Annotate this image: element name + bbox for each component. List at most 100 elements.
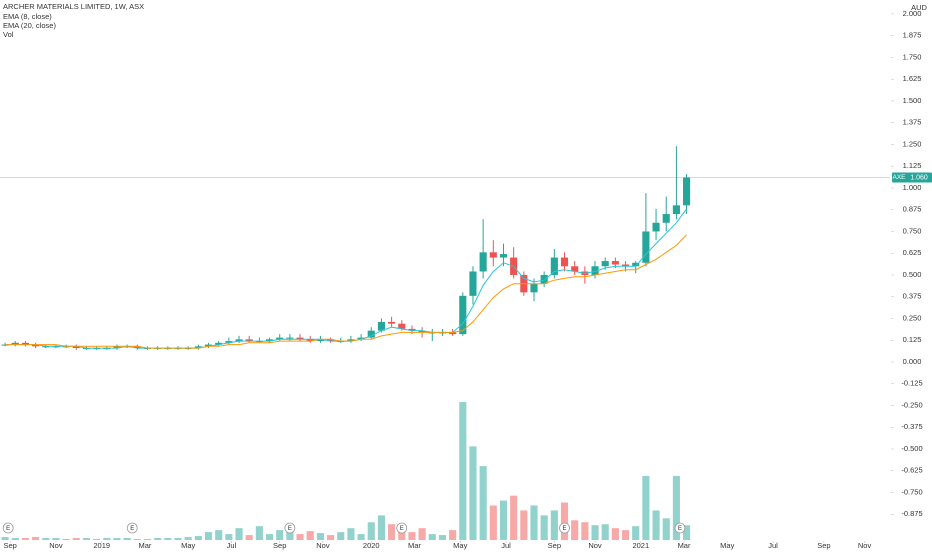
candle-body xyxy=(327,339,335,342)
last-price-badge xyxy=(892,172,932,183)
y-tick-label: 1.750 xyxy=(903,52,922,61)
y-tick-label: -0.625 xyxy=(901,466,922,475)
earnings-marker xyxy=(674,522,686,534)
candle-body xyxy=(52,346,60,348)
candle-body xyxy=(388,321,396,324)
volume-bar xyxy=(489,505,497,540)
y-tick-label: 1.000 xyxy=(903,183,922,192)
volume-bar xyxy=(164,538,172,540)
y-tick-label: 0.000 xyxy=(903,357,922,366)
last-price-label: 1.060 xyxy=(910,174,928,181)
volume-bar xyxy=(550,510,558,540)
candle-body xyxy=(306,339,314,342)
volume-bar xyxy=(581,522,589,540)
candle-body xyxy=(194,346,202,349)
y-tick-label: 1.375 xyxy=(903,118,922,127)
volume-bar xyxy=(123,538,131,540)
volume-bar xyxy=(560,502,569,540)
volume-bar xyxy=(215,530,223,540)
x-tick-label: May xyxy=(453,541,467,550)
legend-ema20: EMA (20, close) xyxy=(3,21,56,30)
candle-body xyxy=(265,339,274,342)
x-tick-label: Nov xyxy=(858,541,872,550)
legend-ema8: EMA (8, close) xyxy=(3,12,52,21)
volume-bar xyxy=(438,535,447,540)
candle-body xyxy=(683,177,691,206)
candle-body xyxy=(601,261,609,267)
candle-body xyxy=(571,266,579,272)
volume-bar xyxy=(621,530,630,540)
candle-body xyxy=(215,342,223,345)
candle-body xyxy=(11,342,19,345)
volume-bar xyxy=(377,515,385,540)
candle-body xyxy=(550,257,558,275)
legend-volume: Vol xyxy=(3,30,14,39)
y-tick-label: -0.125 xyxy=(901,379,922,388)
volume-bar xyxy=(662,518,670,540)
x-tick-label: Nov xyxy=(316,541,330,550)
candle-body xyxy=(113,346,121,349)
candle-body xyxy=(398,323,406,329)
volume-bar xyxy=(21,538,29,540)
volume-bar xyxy=(93,539,101,540)
volume-bar xyxy=(357,534,365,540)
candle-body xyxy=(621,264,630,267)
earnings-label: E xyxy=(6,526,10,532)
y-tick-label: 0.500 xyxy=(903,270,922,279)
candle-body xyxy=(296,337,304,340)
candle-body xyxy=(367,330,375,338)
candle-body xyxy=(357,337,365,340)
x-tick-label: 2021 xyxy=(632,541,649,550)
earnings-label: E xyxy=(400,526,404,532)
candle-body xyxy=(377,321,385,331)
x-tick-label: Sep xyxy=(273,541,286,550)
x-tick-label: May xyxy=(181,541,195,550)
candle-body xyxy=(204,344,213,347)
y-tick-label: 0.750 xyxy=(903,226,922,235)
x-tick-label: May xyxy=(720,541,734,550)
earnings-label: E xyxy=(288,526,292,532)
x-tick-label: 2020 xyxy=(363,541,380,550)
volume-bar xyxy=(479,466,487,540)
y-tick-label: 0.250 xyxy=(903,313,922,322)
volume-bar xyxy=(62,539,70,540)
candle-body xyxy=(418,330,426,333)
candle-body xyxy=(632,262,640,267)
volume-bar xyxy=(591,525,599,540)
x-tick-label: 2019 xyxy=(93,541,110,550)
y-tick-label: 0.375 xyxy=(903,292,922,301)
volume-bar xyxy=(174,538,182,540)
x-tick-label: Sep xyxy=(3,541,16,550)
chart-title: ARCHER MATERIALS LIMITED, 1W, ASX xyxy=(3,2,144,11)
candle-body xyxy=(72,346,80,349)
candle-body xyxy=(662,214,670,223)
volume-bar xyxy=(286,532,294,540)
x-tick-label: Mar xyxy=(678,541,691,550)
volume-bar xyxy=(398,530,406,540)
candle-body xyxy=(530,283,538,293)
volume-bar xyxy=(337,532,345,540)
candle-body xyxy=(499,254,508,258)
candle-body xyxy=(347,339,355,342)
volume-bar xyxy=(530,505,538,540)
candle-body xyxy=(225,341,233,343)
candle-body xyxy=(591,266,599,275)
y-axis-label: AUD xyxy=(911,3,927,12)
x-tick-label: Mar xyxy=(138,541,151,550)
volume-bar xyxy=(367,522,375,540)
volume-bar xyxy=(42,538,50,540)
volume-bar xyxy=(499,500,508,540)
y-tick-label: 0.625 xyxy=(903,248,922,257)
candle-body xyxy=(672,205,680,215)
volume-bar xyxy=(103,538,111,540)
volume-bar xyxy=(611,528,619,540)
volume-bar xyxy=(449,530,457,540)
volume-bar xyxy=(296,534,304,540)
y-tick-label: 1.875 xyxy=(903,31,922,40)
volume-bar xyxy=(520,510,528,540)
y-tick-label: 1.125 xyxy=(903,161,922,170)
volume-bar xyxy=(469,446,477,540)
y-tick-label: -0.750 xyxy=(901,487,922,496)
volume-bar xyxy=(11,538,19,540)
candle-body xyxy=(408,328,416,331)
